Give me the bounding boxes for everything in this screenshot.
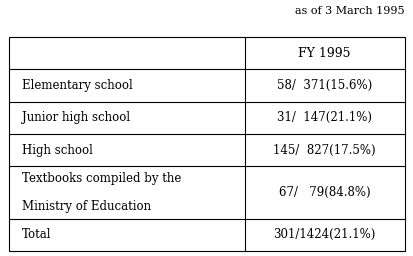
Text: Junior high school: Junior high school	[21, 111, 129, 124]
Text: Textbooks compiled by the: Textbooks compiled by the	[21, 172, 180, 185]
Text: Elementary school: Elementary school	[21, 79, 132, 92]
Text: 58/  371(15.6%): 58/ 371(15.6%)	[276, 79, 371, 92]
Text: Ministry of Education: Ministry of Education	[21, 200, 150, 213]
Bar	[9, 37, 404, 251]
Text: 31/  147(21.1%): 31/ 147(21.1%)	[277, 111, 371, 124]
Text: as of 3 March 1995: as of 3 March 1995	[294, 6, 404, 16]
Text: High school: High school	[21, 144, 92, 157]
Text: 301/1424(21.1%): 301/1424(21.1%)	[273, 228, 375, 241]
Text: FY 1995: FY 1995	[298, 47, 350, 60]
Text: Total: Total	[21, 228, 51, 241]
Text: 145/  827(17.5%): 145/ 827(17.5%)	[273, 144, 375, 157]
Text: 67/   79(84.8%): 67/ 79(84.8%)	[278, 186, 370, 199]
